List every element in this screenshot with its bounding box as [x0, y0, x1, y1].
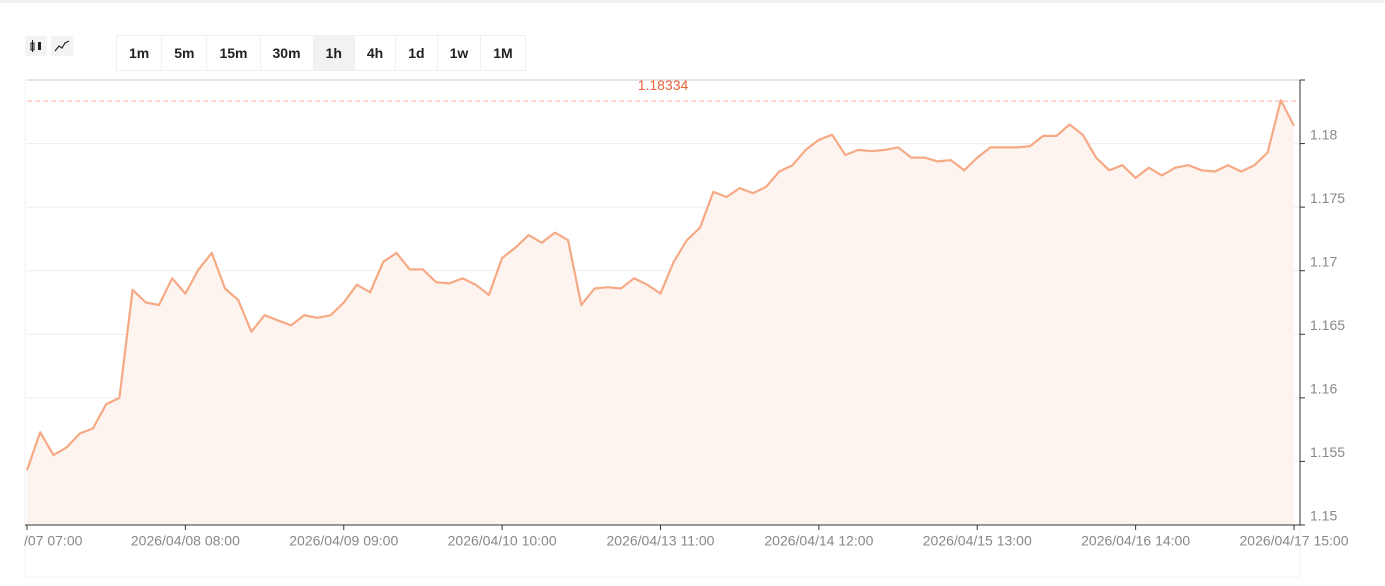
line-icon [54, 40, 70, 52]
interval-button[interactable]: 1M [493, 45, 513, 61]
interval-button[interactable]: 1d [396, 36, 438, 70]
candlestick-button[interactable] [25, 36, 47, 56]
x-tick-label: 2026/04/15 13:00 [923, 533, 1032, 549]
candlestick-icon [30, 40, 41, 52]
y-tick-label: 1.17 [1310, 253, 1337, 269]
interval-bar: 1m 5m 15m 30m 1h 4h 1d 1w 1M [116, 35, 526, 71]
interval-button[interactable]: 5m [162, 36, 208, 70]
y-tick-label: 1.175 [1310, 190, 1345, 206]
x-tick-label: 2026/04/13 11:00 [607, 533, 715, 549]
x-tick-label: 2026/04/16 14:00 [1081, 533, 1190, 549]
x-tick-label: 2026/04/17 15:00 [1240, 533, 1349, 549]
x-tick-label: 2026/04/14 12:00 [764, 533, 873, 549]
y-tick-label: 1.16 [1310, 381, 1337, 397]
x-tick-label: 2026/04/08 08:00 [131, 533, 240, 549]
interval-button[interactable]: 1w [438, 36, 482, 70]
interval-button[interactable]: 4h [355, 36, 397, 70]
x-tick-label: /07 07:00 [24, 533, 83, 549]
y-tick-label: 1.15 [1310, 508, 1337, 524]
y-tick-label: 1.18 [1310, 126, 1337, 142]
area [27, 100, 1294, 526]
interval-button[interactable]: 1m [117, 36, 163, 70]
x-tick-label: 2026/04/09 09:00 [289, 533, 398, 549]
chart-type-switch [25, 36, 73, 56]
interval-button[interactable]: 15m [207, 36, 261, 70]
price-label: 1.18334 [638, 77, 689, 93]
y-tick-label: 1.165 [1310, 317, 1345, 333]
line [25, 99, 1295, 471]
y-tick-label: 1.155 [1310, 444, 1345, 460]
interval-button[interactable]: 30m [261, 36, 314, 70]
line-button[interactable] [51, 36, 73, 56]
x-tick-label: 2026/04/10 10:00 [448, 533, 557, 549]
interval-button[interactable]: 1h [313, 36, 355, 70]
top-bar [0, 0, 1385, 3]
